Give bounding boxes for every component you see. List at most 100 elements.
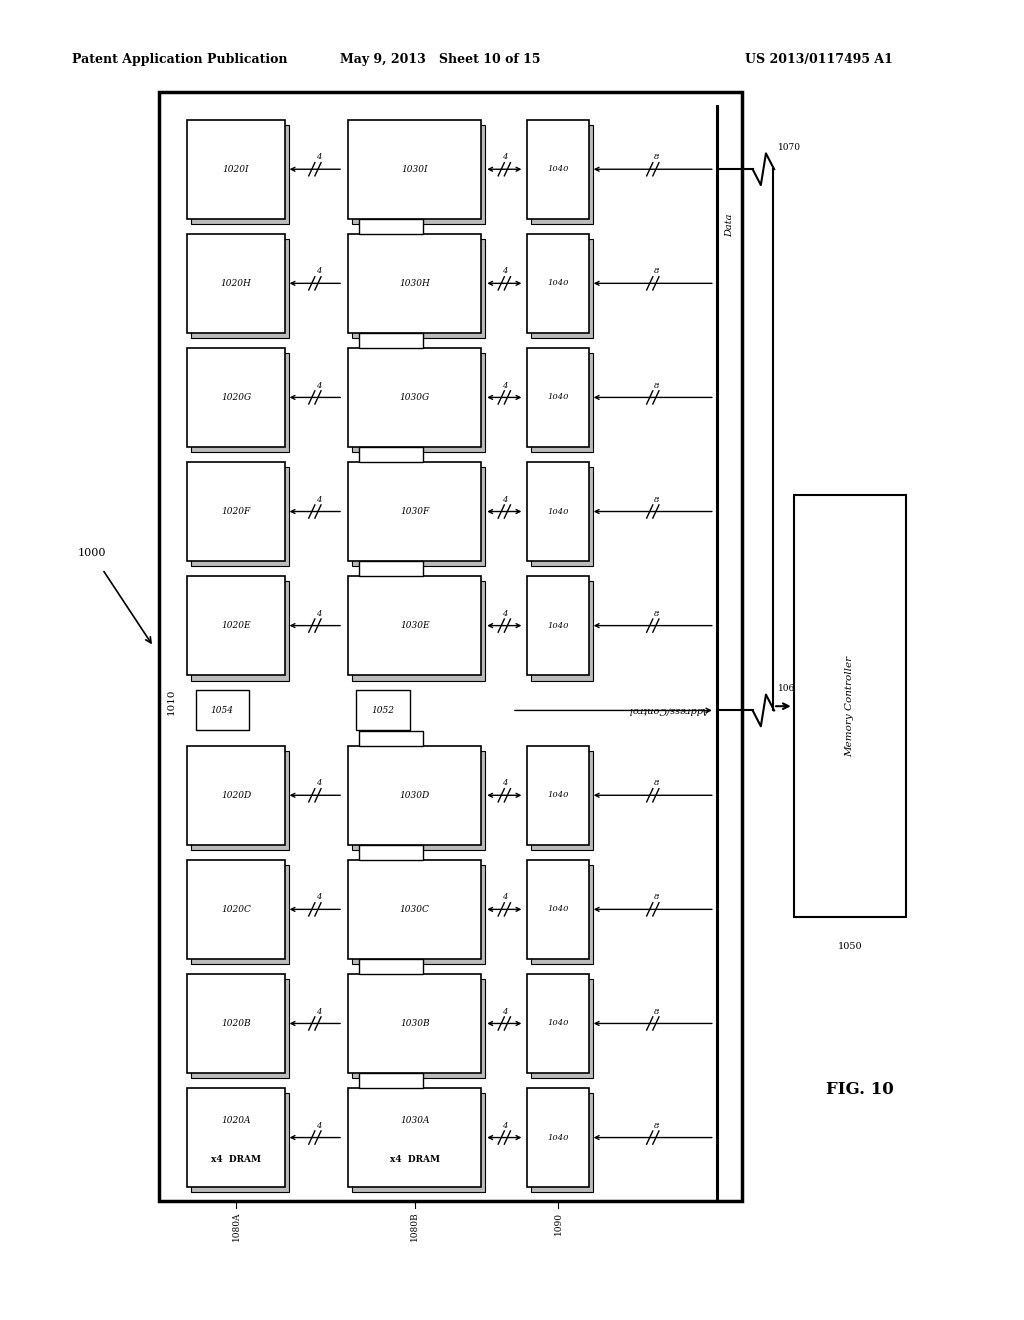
Bar <box>527 462 589 561</box>
Text: 4: 4 <box>502 1122 507 1130</box>
Text: FIG. 10: FIG. 10 <box>826 1081 894 1097</box>
Text: 1030E: 1030E <box>400 622 429 630</box>
Text: 4: 4 <box>316 779 322 787</box>
Text: 1040: 1040 <box>548 906 568 913</box>
Bar <box>358 731 423 746</box>
Bar <box>348 347 481 447</box>
Bar <box>531 1093 593 1192</box>
Text: 1020D: 1020D <box>221 791 251 800</box>
Text: 8: 8 <box>654 1007 659 1015</box>
Bar <box>352 1093 485 1192</box>
Text: 8: 8 <box>654 1122 659 1130</box>
Text: 1030C: 1030C <box>399 906 430 913</box>
Bar <box>187 974 285 1073</box>
Text: 8: 8 <box>654 610 659 618</box>
Text: 1020H: 1020H <box>220 279 252 288</box>
Bar <box>187 1088 285 1187</box>
Bar <box>527 347 589 447</box>
Bar <box>348 1088 481 1187</box>
Bar <box>196 690 249 730</box>
Text: x4  DRAM: x4 DRAM <box>390 1155 439 1164</box>
Bar <box>348 234 481 333</box>
Bar <box>358 561 423 576</box>
Text: May 9, 2013   Sheet 10 of 15: May 9, 2013 Sheet 10 of 15 <box>340 53 541 66</box>
Text: 4: 4 <box>316 153 322 161</box>
Text: 1090: 1090 <box>554 1212 562 1234</box>
Bar <box>191 1093 289 1192</box>
Bar <box>531 352 593 453</box>
Text: 1050: 1050 <box>838 942 862 950</box>
Bar <box>527 576 589 676</box>
Bar <box>191 865 289 965</box>
Text: 1054: 1054 <box>211 706 233 715</box>
Text: 1040: 1040 <box>548 791 568 800</box>
Bar <box>187 576 285 676</box>
Bar <box>352 125 485 224</box>
Text: 1030H: 1030H <box>399 279 430 288</box>
Text: 1020B: 1020B <box>221 1019 251 1028</box>
Bar <box>356 690 410 730</box>
Bar <box>191 125 289 224</box>
Bar <box>348 462 481 561</box>
Bar <box>358 960 423 974</box>
Text: 4: 4 <box>316 1007 322 1015</box>
Text: 1020E: 1020E <box>221 622 251 630</box>
Bar <box>531 125 593 224</box>
Text: 1080A: 1080A <box>231 1212 241 1241</box>
Text: 1030A: 1030A <box>400 1117 429 1125</box>
Bar <box>352 865 485 965</box>
Bar <box>191 352 289 453</box>
Bar <box>531 239 593 338</box>
Bar <box>531 979 593 1078</box>
Bar <box>348 974 481 1073</box>
Text: 1020C: 1020C <box>221 906 251 913</box>
Text: 1030F: 1030F <box>400 507 429 516</box>
Bar <box>527 1088 589 1187</box>
Bar <box>187 120 285 219</box>
Text: 8: 8 <box>654 894 659 902</box>
Text: 4: 4 <box>502 153 507 161</box>
Text: 1020G: 1020G <box>221 393 251 401</box>
Text: 8: 8 <box>654 268 659 276</box>
Text: 1040: 1040 <box>548 393 568 401</box>
Bar <box>187 234 285 333</box>
Bar <box>159 92 742 1201</box>
Text: 1030B: 1030B <box>400 1019 429 1028</box>
Text: 1030D: 1030D <box>399 791 430 800</box>
Bar <box>352 352 485 453</box>
Text: x4  DRAM: x4 DRAM <box>211 1155 261 1164</box>
Bar <box>191 239 289 338</box>
Bar <box>527 974 589 1073</box>
Text: 4: 4 <box>502 610 507 618</box>
Bar <box>531 581 593 681</box>
Bar <box>187 347 285 447</box>
Text: Address/Control: Address/Control <box>631 706 711 715</box>
Bar <box>794 495 906 917</box>
Text: 4: 4 <box>316 268 322 276</box>
Bar <box>358 1073 423 1088</box>
Text: 4: 4 <box>502 268 507 276</box>
Bar <box>531 865 593 965</box>
Bar <box>527 234 589 333</box>
Bar <box>191 467 289 566</box>
Bar <box>358 333 423 347</box>
Text: 4: 4 <box>316 610 322 618</box>
Text: 8: 8 <box>654 779 659 787</box>
Bar <box>187 462 285 561</box>
Text: 1060: 1060 <box>778 684 801 693</box>
Bar <box>191 581 289 681</box>
Bar <box>348 120 481 219</box>
Bar <box>358 219 423 234</box>
Text: 1040: 1040 <box>548 165 568 173</box>
Bar <box>352 751 485 850</box>
Text: 8: 8 <box>654 381 659 389</box>
Text: 4: 4 <box>502 381 507 389</box>
Bar <box>348 859 481 960</box>
Bar <box>358 845 423 859</box>
Bar <box>352 467 485 566</box>
Text: US 2013/0117495 A1: US 2013/0117495 A1 <box>745 53 893 66</box>
Text: Patent Application Publication: Patent Application Publication <box>72 53 287 66</box>
Bar <box>348 746 481 845</box>
Text: 8: 8 <box>654 495 659 504</box>
Text: 4: 4 <box>502 1007 507 1015</box>
